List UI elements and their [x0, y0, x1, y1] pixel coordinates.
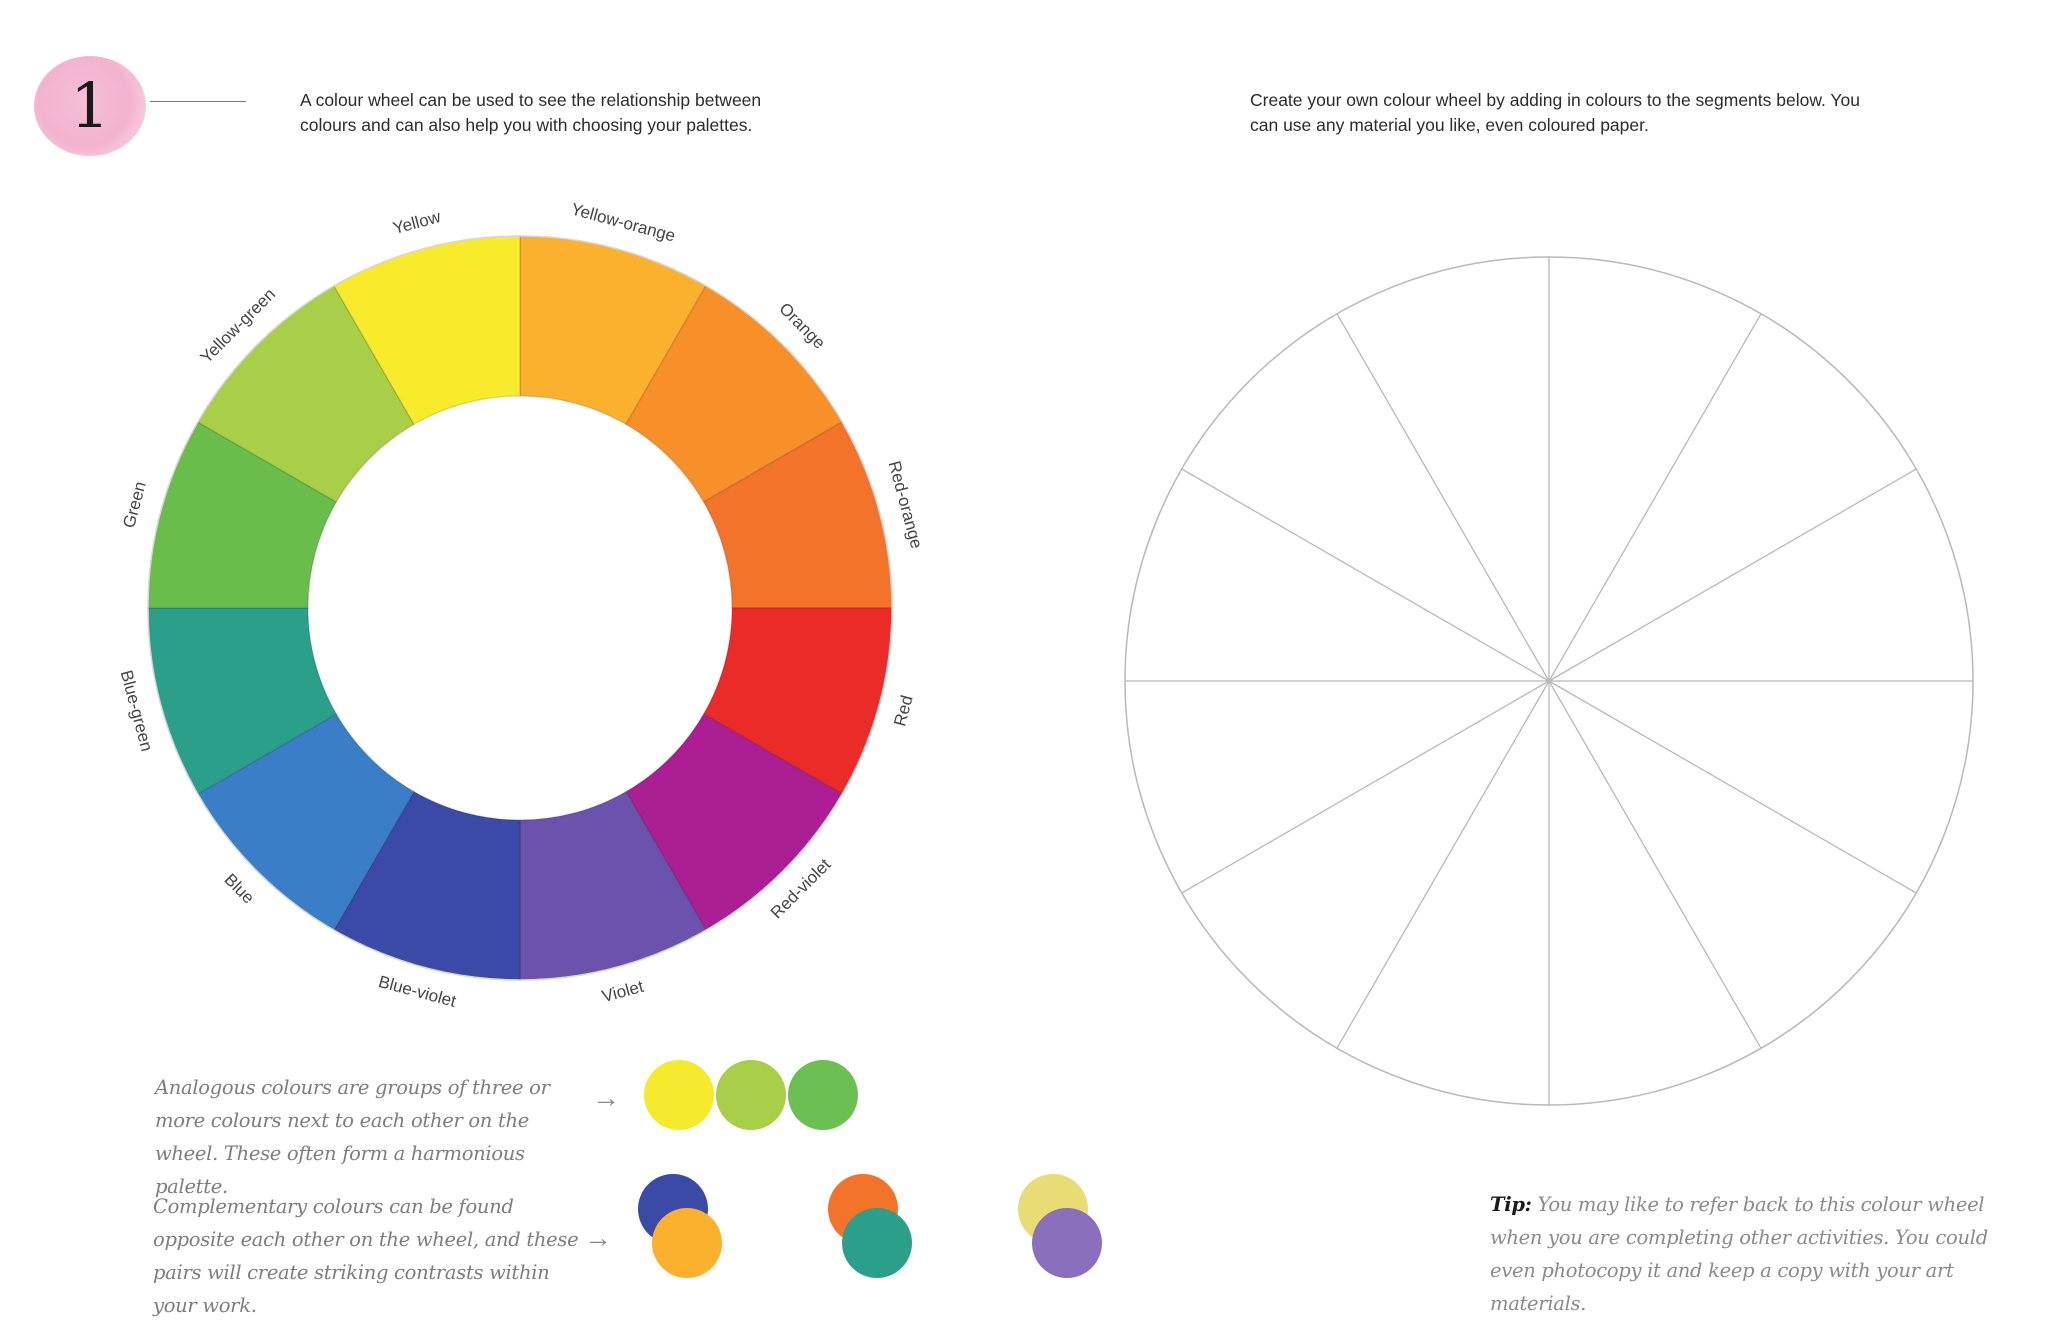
blank-wheel-divider [1548, 468, 1917, 682]
header-rule [150, 101, 246, 102]
blank-wheel-divider [1336, 313, 1550, 682]
wheel-label: Red [890, 693, 916, 728]
wheel-label: Blue-violet [376, 972, 458, 1011]
complementary-description: Complementary colours can be found oppos… [153, 1195, 579, 1317]
analogous-swatch [788, 1060, 858, 1130]
blank-wheel-divider [1548, 680, 1762, 1049]
blank-wheel-divider [1181, 468, 1550, 682]
complementary-swatch-front [652, 1208, 722, 1278]
wheel-label: Yellow-orange [569, 200, 677, 246]
page-number-badge: 1 [34, 56, 146, 156]
wheel-label: Blue-green [117, 668, 157, 753]
wheel-label: Yellow [391, 207, 443, 238]
wheel-label: Blue [221, 870, 258, 907]
wheel-label: Violet [600, 977, 646, 1006]
analogous-swatch [716, 1060, 786, 1130]
tip-text: Tip: You may like to refer back to this … [1490, 1188, 2010, 1320]
wheel-label: Green [119, 479, 150, 530]
intro-left-text: A colour wheel can be used to see the re… [300, 90, 762, 135]
blank-wheel-divider [1548, 680, 1917, 894]
arrow-right-icon: → [584, 1222, 612, 1253]
blank-wheel-divider [1548, 313, 1762, 682]
page-number: 1 [70, 69, 110, 142]
arrow-right-icon: → [592, 1082, 620, 1113]
blank-wheel-divider [1181, 680, 1550, 894]
blank-wheel-divider [1336, 680, 1550, 1049]
tip-label: Tip: [1490, 1193, 1532, 1216]
analogous-description: Analogous colours are groups of three or… [155, 1076, 550, 1198]
intro-right-text: Create your own colour wheel by adding i… [1250, 90, 1860, 135]
tip-body: You may like to refer back to this colou… [1490, 1193, 1988, 1315]
wheel-label: Red-orange [885, 459, 927, 551]
analogous-swatch [644, 1060, 714, 1130]
complementary-swatch-front [842, 1208, 912, 1278]
complementary-swatch-front [1032, 1208, 1102, 1278]
